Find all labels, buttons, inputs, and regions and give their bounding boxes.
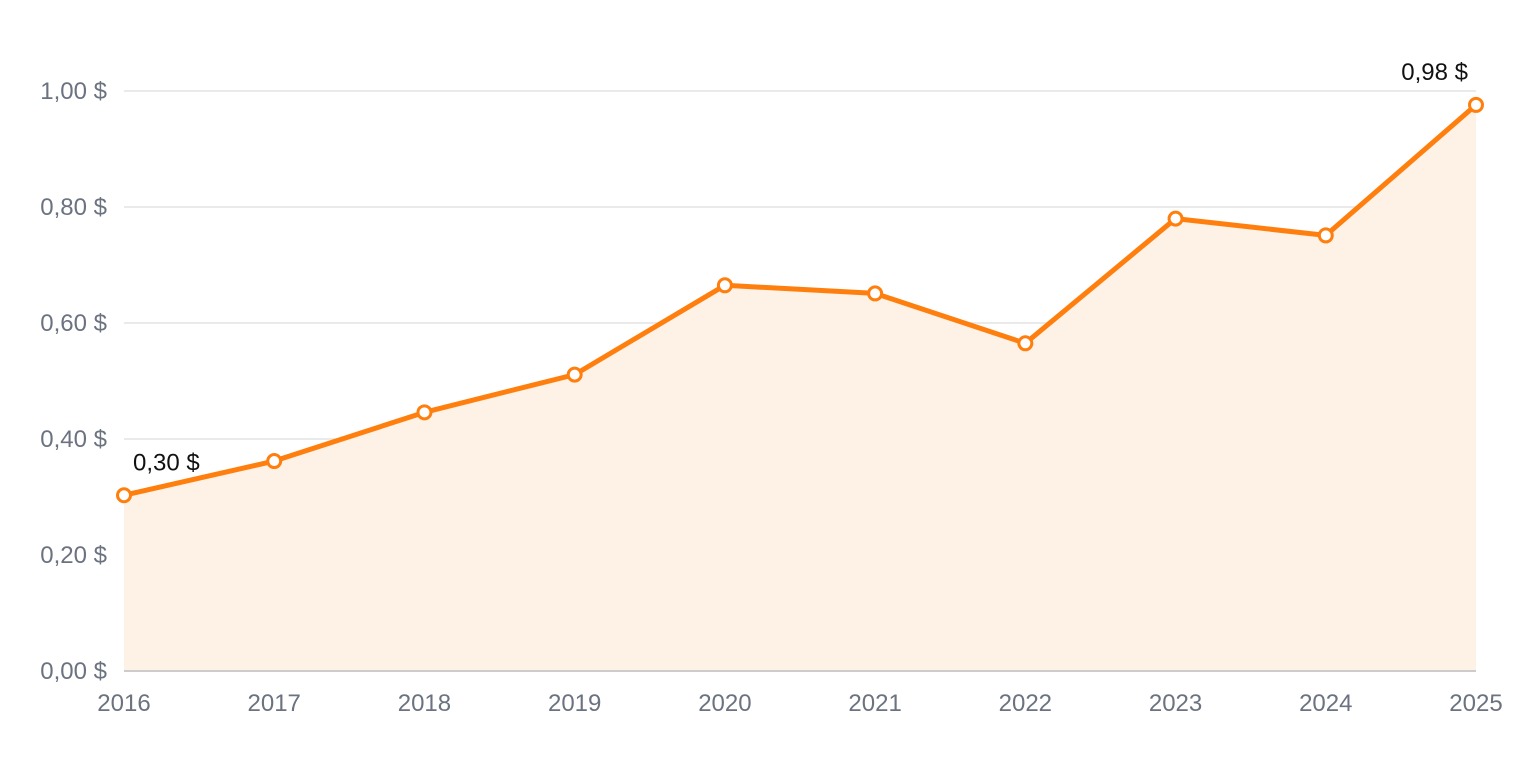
series-line-layer (121, 102, 1479, 498)
data-labels: 0,30 $ 0,98 $ (133, 59, 1468, 476)
data-point-2020[interactable] (716, 277, 733, 294)
data-point-2022[interactable] (1017, 335, 1034, 352)
series-line (121, 102, 1479, 498)
data-label-2025: 0,98 $ (1401, 59, 1468, 86)
data-point-2025[interactable] (1468, 96, 1484, 113)
x-tick-label: 2023 (1149, 690, 1202, 717)
y-tick-label: 0,00 $ (40, 658, 107, 685)
x-tick-label: 2018 (398, 690, 451, 717)
x-tick-label: 2024 (1299, 690, 1352, 717)
x-tick-label: 2019 (548, 690, 601, 717)
y-tick-label: 0,80 $ (40, 194, 107, 221)
x-tick-label: 2021 (848, 690, 901, 717)
data-point-2024[interactable] (1317, 227, 1334, 244)
data-point-2016[interactable] (116, 487, 132, 504)
x-tick-label: 2022 (999, 690, 1052, 717)
data-point-2021[interactable] (867, 285, 884, 302)
data-point-2017[interactable] (266, 453, 283, 470)
x-tick-label: 2020 (698, 690, 751, 717)
y-tick-label: 1,00 $ (40, 78, 107, 105)
x-tick-label: 2025 (1449, 690, 1502, 717)
data-point-2018[interactable] (416, 404, 433, 421)
data-points (116, 96, 1484, 504)
series-area (124, 104, 1476, 672)
y-tick-label: 0,60 $ (40, 310, 107, 337)
area-fill-layer (124, 104, 1476, 672)
x-axis-ticks: 2016 2017 2018 2019 2020 2021 2022 2023 2024 2025 (97, 690, 1502, 717)
data-point-2019[interactable] (566, 366, 583, 383)
y-tick-label: 0,40 $ (40, 426, 107, 453)
data-point-2023[interactable] (1167, 210, 1184, 227)
y-tick-label: 0,20 $ (40, 542, 107, 569)
x-tick-label: 2017 (248, 690, 301, 717)
data-label-2016: 0,30 $ (133, 449, 200, 476)
x-tick-label: 2016 (97, 690, 150, 717)
y-axis-ticks: 0,00 $ 0,20 $ 0,40 $ 0,60 $ 0,80 $ 1,00 $ (40, 78, 107, 685)
